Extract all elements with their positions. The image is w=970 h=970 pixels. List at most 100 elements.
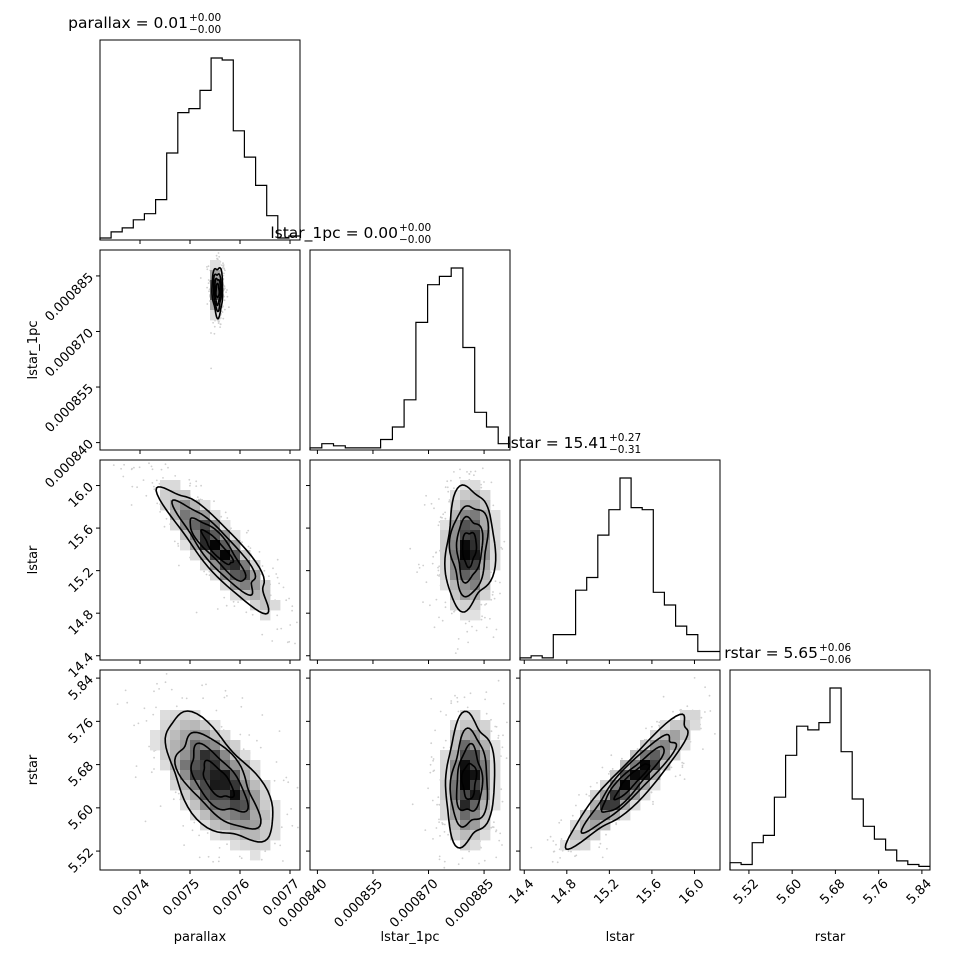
density-cell — [230, 830, 241, 841]
contour-level-4 — [164, 710, 274, 843]
sample-point — [170, 688, 173, 691]
sample-point — [490, 571, 493, 574]
sample-point — [224, 511, 227, 514]
sample-point — [159, 511, 162, 513]
sample-point — [223, 596, 226, 599]
contour-level-1 — [202, 759, 236, 799]
sample-point — [444, 486, 447, 489]
sample-point — [567, 850, 570, 852]
density-cell — [220, 740, 231, 751]
title-plus-error-lstar_1pc: +0.00 — [399, 222, 431, 234]
sample-point — [143, 707, 146, 710]
density-cell — [440, 810, 451, 821]
sample-point — [495, 725, 498, 728]
density-cell — [190, 810, 201, 821]
density-cell — [270, 600, 281, 611]
sample-point — [273, 779, 276, 782]
density-cell — [590, 800, 601, 811]
sample-point — [466, 706, 469, 709]
sample-point — [702, 748, 704, 750]
density-cell — [440, 520, 451, 531]
sample-point — [200, 484, 203, 487]
y-tick-label-rstar: 5.76 — [66, 716, 97, 747]
density-cell — [640, 750, 651, 761]
histogram-bar — [709, 652, 720, 661]
sample-point — [438, 855, 441, 858]
sample-point — [173, 540, 176, 543]
sample-point — [134, 776, 137, 779]
sample-point — [468, 620, 471, 623]
sample-point — [708, 694, 711, 697]
x-tick-label-parallax: 0.0075 — [160, 876, 203, 919]
histogram-bar — [786, 755, 797, 870]
sample-point — [490, 718, 492, 721]
sample-point — [493, 821, 495, 824]
sample-point — [681, 764, 684, 767]
density-cell — [450, 730, 461, 741]
sample-point — [439, 835, 441, 837]
density-cell — [450, 500, 461, 511]
density-cell — [270, 830, 281, 841]
histogram-bar — [392, 427, 404, 450]
density-cell — [690, 720, 701, 731]
density-cell — [470, 740, 481, 751]
density-cell — [470, 600, 481, 611]
density-cell — [210, 740, 221, 751]
density-cell — [580, 840, 591, 851]
sample-point — [286, 813, 289, 816]
density-grid-parallax-rstar — [150, 710, 281, 861]
sample-point — [438, 498, 440, 500]
density-cell — [250, 850, 261, 861]
sample-point — [224, 689, 227, 692]
density-cell — [480, 590, 491, 601]
sample-point — [430, 502, 433, 505]
sample-point — [136, 486, 139, 489]
sample-point — [261, 714, 264, 716]
density-cell — [470, 560, 481, 571]
density-cell — [230, 780, 241, 791]
sample-point — [116, 703, 119, 705]
sample-point — [463, 696, 466, 699]
density-cell — [200, 540, 211, 551]
sample-point — [714, 733, 716, 735]
sample-point — [238, 855, 241, 858]
density-cell — [260, 800, 271, 811]
y-tick-label-lstar_1pc: 0.000885 — [42, 270, 96, 324]
contours-lstar_1pc-rstar — [444, 710, 496, 849]
density-cell — [460, 780, 471, 791]
sample-point — [446, 486, 449, 489]
sample-point — [213, 325, 216, 328]
sample-point — [434, 729, 436, 732]
sample-point — [444, 517, 447, 520]
density-cell — [480, 790, 491, 801]
density-cell — [180, 510, 191, 521]
sample-point — [222, 317, 225, 320]
density-cell — [450, 580, 461, 591]
density-cell — [460, 740, 471, 751]
sample-point — [424, 829, 427, 831]
density-cell — [460, 500, 471, 511]
sample-point — [207, 279, 210, 281]
sample-point — [505, 757, 508, 759]
sample-point — [555, 843, 557, 846]
density-cell — [220, 550, 231, 561]
histogram-bar — [587, 578, 598, 661]
sample-point — [217, 322, 220, 324]
sample-point — [245, 531, 248, 534]
sample-point — [219, 326, 222, 328]
sample-point — [578, 794, 580, 796]
sample-point — [158, 688, 161, 690]
sample-point — [444, 739, 447, 742]
density-cell — [450, 490, 461, 501]
sample-point — [291, 824, 294, 827]
sample-point — [239, 733, 242, 736]
sample-point — [223, 285, 226, 288]
density-cell — [180, 760, 191, 771]
density-cell — [490, 520, 501, 531]
sample-point — [274, 842, 276, 845]
density-cell — [460, 560, 471, 571]
sample-point — [144, 820, 147, 823]
title-param: rstar — [724, 644, 761, 662]
density-cell — [580, 830, 591, 841]
sample-point — [607, 773, 610, 775]
